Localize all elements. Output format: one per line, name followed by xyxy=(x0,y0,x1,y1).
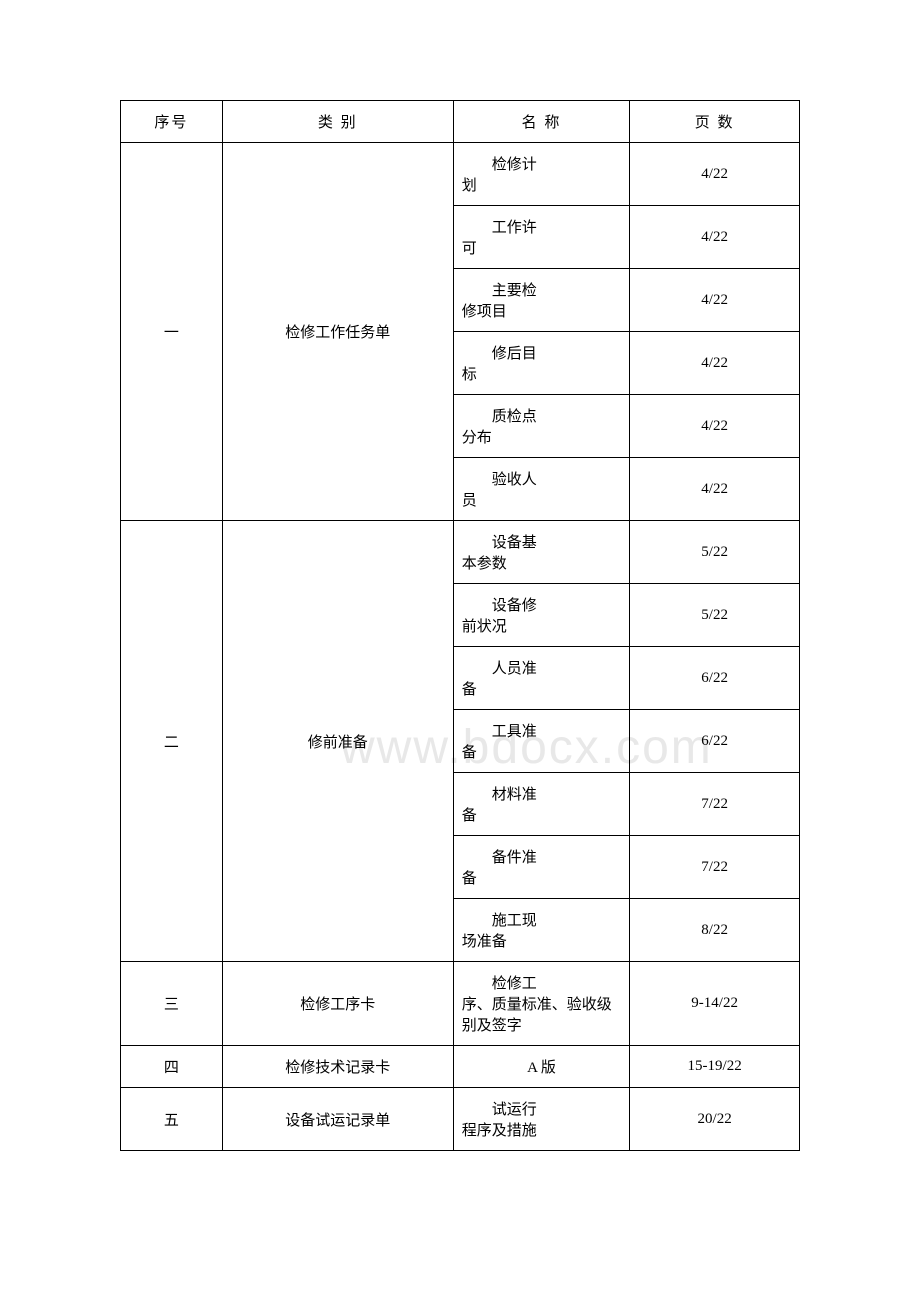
name-cell: 检修计划 xyxy=(453,143,630,206)
page-cell: 5/22 xyxy=(630,521,800,584)
name-cell: A 版 xyxy=(453,1046,630,1088)
name-cell: 人员准备 xyxy=(453,647,630,710)
seq-cell: 五 xyxy=(121,1088,223,1151)
table-row: 三 检修工序卡 检修工序、质量标准、验收级别及签字 9-14/22 xyxy=(121,962,800,1046)
seq-cell: 二 xyxy=(121,521,223,962)
name-cell: 检修工序、质量标准、验收级别及签字 xyxy=(453,962,630,1046)
page-cell: 4/22 xyxy=(630,269,800,332)
category-cell: 检修技术记录卡 xyxy=(222,1046,453,1088)
table-row: 四 检修技术记录卡 A 版 15-19/22 xyxy=(121,1046,800,1088)
name-cell: 施工现场准备 xyxy=(453,899,630,962)
page-wrapper: www.bdocx.com 序号 类 别 名 称 页 数 一 检修工作任务单 检… xyxy=(120,100,800,1151)
category-cell: 检修工作任务单 xyxy=(222,143,453,521)
seq-cell: 三 xyxy=(121,962,223,1046)
page-cell: 6/22 xyxy=(630,710,800,773)
category-cell: 检修工序卡 xyxy=(222,962,453,1046)
name-cell: 设备基本参数 xyxy=(453,521,630,584)
page-cell: 9-14/22 xyxy=(630,962,800,1046)
name-cell: 工作许可 xyxy=(453,206,630,269)
page-cell: 4/22 xyxy=(630,206,800,269)
category-cell: 修前准备 xyxy=(222,521,453,962)
header-seq: 序号 xyxy=(121,101,223,143)
name-cell: 质检点分布 xyxy=(453,395,630,458)
header-category: 类 别 xyxy=(222,101,453,143)
seq-cell: 四 xyxy=(121,1046,223,1088)
name-cell: 修后目标 xyxy=(453,332,630,395)
seq-cell: 一 xyxy=(121,143,223,521)
name-cell: 试运行程序及措施 xyxy=(453,1088,630,1151)
header-name: 名 称 xyxy=(453,101,630,143)
page-cell: 20/22 xyxy=(630,1088,800,1151)
page-cell: 8/22 xyxy=(630,899,800,962)
contents-table: 序号 类 别 名 称 页 数 一 检修工作任务单 检修计划 4/22 工作许可 … xyxy=(120,100,800,1151)
table-header-row: 序号 类 别 名 称 页 数 xyxy=(121,101,800,143)
name-cell: 材料准备 xyxy=(453,773,630,836)
page-cell: 4/22 xyxy=(630,143,800,206)
name-cell: 设备修前状况 xyxy=(453,584,630,647)
header-page: 页 数 xyxy=(630,101,800,143)
page-cell: 7/22 xyxy=(630,836,800,899)
name-cell: 备件准备 xyxy=(453,836,630,899)
name-cell: 工具准备 xyxy=(453,710,630,773)
page-cell: 5/22 xyxy=(630,584,800,647)
page-cell: 4/22 xyxy=(630,332,800,395)
category-cell: 设备试运记录单 xyxy=(222,1088,453,1151)
page-cell: 15-19/22 xyxy=(630,1046,800,1088)
page-cell: 4/22 xyxy=(630,395,800,458)
table-row: 二 修前准备 设备基本参数 5/22 xyxy=(121,521,800,584)
table-row: 五 设备试运记录单 试运行程序及措施 20/22 xyxy=(121,1088,800,1151)
name-cell: 验收人员 xyxy=(453,458,630,521)
table-row: 一 检修工作任务单 检修计划 4/22 xyxy=(121,143,800,206)
page-cell: 4/22 xyxy=(630,458,800,521)
page-cell: 6/22 xyxy=(630,647,800,710)
name-cell: 主要检修项目 xyxy=(453,269,630,332)
page-cell: 7/22 xyxy=(630,773,800,836)
